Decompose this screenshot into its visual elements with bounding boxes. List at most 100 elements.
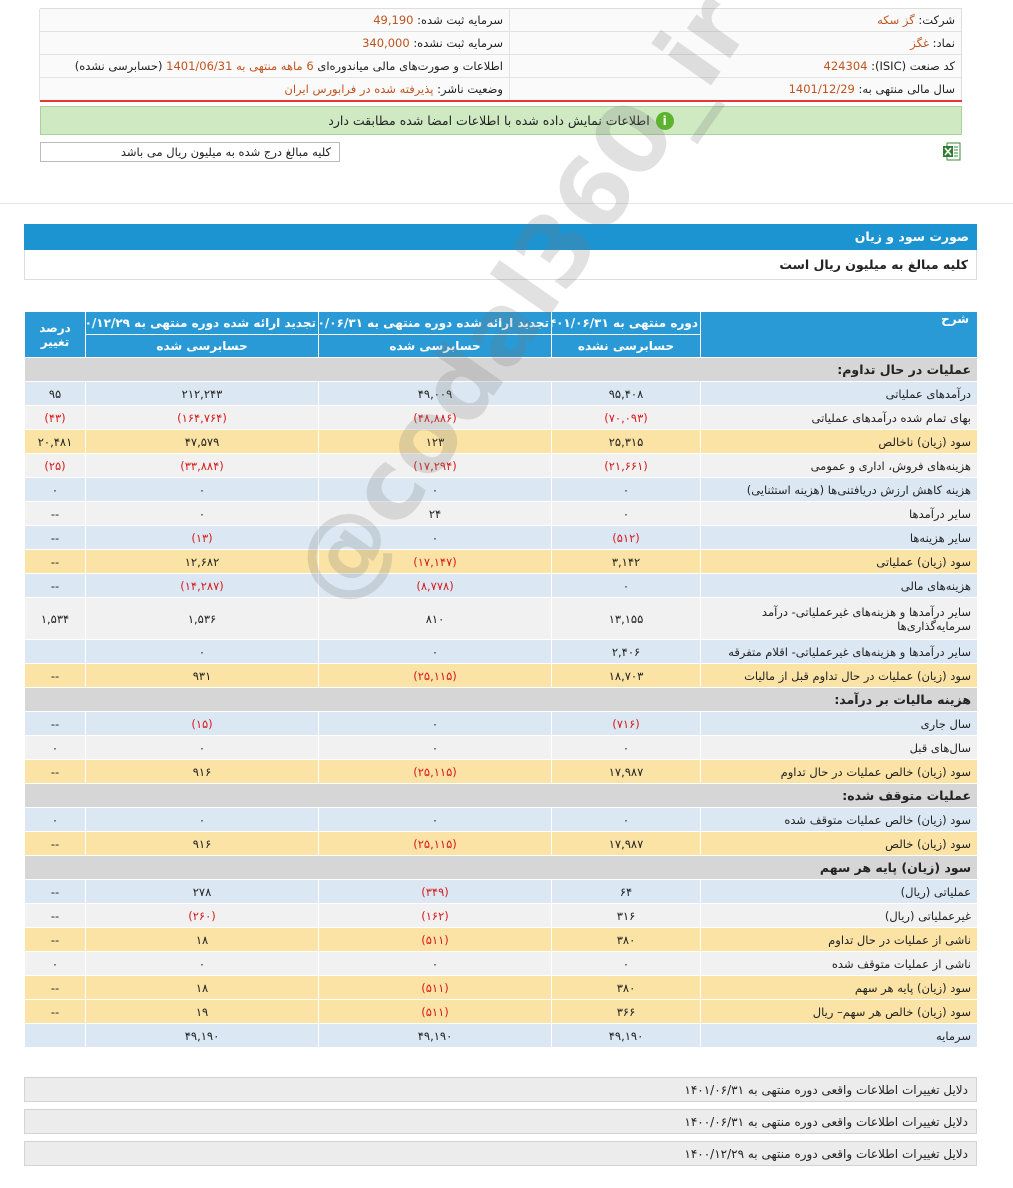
value-cell: ۱۲۳ [318,429,552,454]
row-label: هزینه‌های فروش، اداری و عمومی [700,453,978,478]
row-label: سود (زیان) ناخالص [700,429,978,454]
field-value: 6 ماهه منتهی به 1401/06/31 [166,59,314,73]
value-cell: ۱۸,۷۰۳ [551,663,701,688]
company-header: شرکت: گز سکه سرمایه ثبت شده: 49,190 نماد: … [39,8,962,101]
value-cell: ۸۱۰ [318,597,552,640]
value-cell: ۱۸ [85,927,319,952]
reason-bar[interactable]: دلایل تغییرات اطلاعات واقعی دوره منتهی ب… [24,1077,977,1102]
statement-row: سود (زیان) پایه هر سهم ۳۸۰ (۵۱۱) ۱۸ -- [24,975,978,1000]
value-cell [24,639,86,664]
statement-row: سود (زیان) عملیات در حال تداوم قبل از ما… [24,663,978,688]
value-cell: (۵۱۱) [318,927,552,952]
section-row: عملیات در حال تداوم: [24,357,978,382]
value-cell: -- [24,525,86,550]
value-cell: ۲۷۸ [85,879,319,904]
field-value: گز سکه [877,13,915,27]
income-statement-table: شرح دوره منتهی به ۱۴۰۱/۰۶/۳۱ تجدید ارائه… [24,311,978,1048]
row-label: سرمایه [700,1023,978,1048]
statement-row: سرمایه ۴۹,۱۹۰ ۴۹,۱۹۰ ۴۹,۱۹۰ [24,1023,978,1048]
value-cell: ۰ [24,951,86,976]
value-cell: ۲۱۲,۲۴۳ [85,381,319,406]
value-cell: -- [24,759,86,784]
statement-row: غیرعملیاتی (ریال) ۳۱۶ (۱۶۲) (۲۶۰) -- [24,903,978,928]
value-cell [24,1023,86,1048]
value-cell: ۲۴ [318,501,552,526]
value-cell: (۲۵,۱۱۵) [318,831,552,856]
header-field: نماد: غگز [509,32,961,55]
value-cell: (۷۱۶) [551,711,701,736]
value-cell: (۵۱۱) [318,975,552,1000]
value-cell: -- [24,831,86,856]
header-field: سال مالی منتهی به: 1401/12/29 [509,78,961,101]
field-label: سال مالی منتهی به: [858,82,955,96]
value-cell: ۱۹ [85,999,319,1024]
field-value: 340,000 [362,36,410,50]
value-cell: (۷۰,۰۹۳) [551,405,701,430]
reason-bar[interactable]: دلایل تغییرات اطلاعات واقعی دوره منتهی ب… [24,1141,977,1166]
section-row: عملیات متوقف شده: [24,783,978,808]
value-cell: ۰ [318,711,552,736]
separator [0,203,1013,204]
value-cell: (۵۱۲) [551,525,701,550]
value-cell: -- [24,879,86,904]
row-label: بهای تمام شده درآمدهای عملیاتی [700,405,978,430]
header-field: شرکت: گز سکه [509,9,961,32]
statement-row: ناشی از عملیات متوقف شده ۰ ۰ ۰ ۰ [24,951,978,976]
statement-row: سود (زیان) ناخالص ۲۵,۳۱۵ ۱۲۳ ۴۷,۵۷۹ ۲۰,۴۸۱ [24,429,978,454]
value-cell: (۱۳) [85,525,319,550]
row-label: سال‌های قبل [700,735,978,760]
reason-bar[interactable]: دلایل تغییرات اطلاعات واقعی دوره منتهی ب… [24,1109,977,1134]
statement-unit: کلیه مبالغ به میلیون ریال است [24,250,977,280]
statement-title: صورت سود و زیان [24,224,977,250]
value-cell: ۴۹,۰۰۹ [318,381,552,406]
value-cell: (۲۶۰) [85,903,319,928]
divider [40,100,962,102]
statement-row: سایر درآمدها و هزینه‌های غیرعملیاتی- درآ… [24,597,978,640]
value-cell: ۱۷,۹۸۷ [551,759,701,784]
status-bar: i اطلاعات نمایش داده شده با اطلاعات امضا… [40,106,962,135]
row-label: ناشی از عملیات متوقف شده [700,951,978,976]
statement-row: عملیاتی (ریال) ۶۴ (۳۴۹) ۲۷۸ -- [24,879,978,904]
value-cell: ۱,۵۳۶ [85,597,319,640]
row-label: غیرعملیاتی (ریال) [700,903,978,928]
value-cell: -- [24,927,86,952]
field-label: شرکت: [918,13,955,27]
value-cell: ۱۲,۶۸۲ [85,549,319,574]
value-cell: ۰ [85,501,319,526]
value-cell: ۰ [85,735,319,760]
section-label: عملیات در حال تداوم: [24,357,978,382]
value-cell: ۹۵,۴۰۸ [551,381,701,406]
statement-row: سال جاری (۷۱۶) ۰ (۱۵) -- [24,711,978,736]
row-label: سایر درآمدها و هزینه‌های غیرعملیاتی- اقل… [700,639,978,664]
statement-row: سود (زیان) عملیاتی ۳,۱۴۲ (۱۷,۱۴۷) ۱۲,۶۸۲ -- [24,549,978,574]
row-label: هزینه‌های مالی [700,573,978,598]
row-label: هزینه کاهش ارزش دریافتنی‌ها (هزینه استثن… [700,477,978,502]
value-cell: ۳,۱۴۲ [551,549,701,574]
row-label: سود (زیان) خالص عملیات در حال تداوم [700,759,978,784]
value-cell: ۰ [318,735,552,760]
value-cell: (۲۵) [24,453,86,478]
value-cell: ۱۸ [85,975,319,1000]
section-label: هزینه مالیات بر درآمد: [24,687,978,712]
field-note: (حسابرسی نشده) [74,59,163,73]
value-cell: ۴۹,۱۹۰ [551,1023,701,1048]
field-value: غگز [910,36,929,50]
value-cell: (۲۵,۱۱۵) [318,759,552,784]
statement-row: بهای تمام شده درآمدهای عملیاتی (۷۰,۰۹۳) (۴… [24,405,978,430]
section-row: هزینه مالیات بر درآمد: [24,687,978,712]
value-cell: (۳۴۹) [318,879,552,904]
value-cell: ۱۷,۹۸۷ [551,831,701,856]
excel-icon[interactable] [942,142,961,161]
row-label: سود (زیان) خالص هر سهم– ریال [700,999,978,1024]
value-cell: ۰ [551,735,701,760]
section-label: عملیات متوقف شده: [24,783,978,808]
value-cell: ۰ [551,951,701,976]
value-cell: (۴۳) [24,405,86,430]
value-cell: ۴۹,۱۹۰ [85,1023,319,1048]
value-cell: ۳۱۶ [551,903,701,928]
statement-row: درآمدهای عملیاتی ۹۵,۴۰۸ ۴۹,۰۰۹ ۲۱۲,۲۴۳ ۹۵ [24,381,978,406]
value-cell: ۰ [318,807,552,832]
value-cell: (۵۱۱) [318,999,552,1024]
column-header: تجدید ارائه شده دوره منتهی به ۱۴۰۰/۰۶/۳۱ [318,311,552,335]
